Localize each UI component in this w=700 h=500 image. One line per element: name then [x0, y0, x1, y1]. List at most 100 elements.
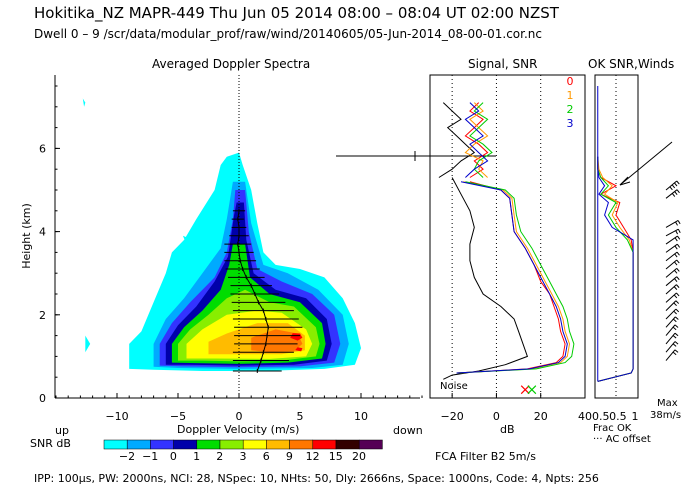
colorbar-tick-label: 9: [286, 450, 293, 463]
wind-barb: [665, 292, 677, 303]
signal-x-tick-label: 0: [493, 410, 500, 423]
ok-winds-title: OK SNR,Winds: [588, 57, 675, 71]
wind-barb-flag: [674, 253, 678, 258]
colorbar-swatch: [266, 439, 290, 450]
colorbar-tick-label: 15: [329, 450, 343, 463]
wind-barb-flag: [673, 294, 678, 299]
frac-ok-series-0: [597, 156, 634, 382]
legend-entry-3: 3: [567, 117, 574, 130]
direction-up-label: up: [55, 424, 69, 437]
wind-barb-flag: [671, 193, 676, 197]
wind-barb-flag: [674, 191, 678, 196]
signal-series-snr_1: [456, 181, 571, 374]
wind-barb-flag: [674, 332, 679, 337]
wind-barb-flag: [674, 269, 678, 274]
ok-x-tick-label: 1: [632, 410, 639, 423]
wind-barb: [665, 180, 678, 191]
wind-barb: [665, 259, 678, 270]
footer-params: IPP: 100µs, PW: 2000ns, NCI: 28, NSpec: …: [34, 472, 599, 485]
header-line-1: Hokitika_NZ MAPR-449 Thu Jun 05 2014 08:…: [34, 4, 559, 22]
wind-barb: [665, 341, 676, 353]
wind-barb-flag: [674, 261, 678, 266]
wind-barb: [665, 220, 679, 228]
spectra-x-label: Doppler Velocity (m/s): [177, 423, 300, 436]
max-speed-label: 38m/s: [650, 410, 682, 421]
wind-barb-flag: [674, 324, 679, 328]
wind-barb-flag: [672, 326, 677, 331]
wind-barb: [665, 251, 678, 262]
legend-entry-1: 1: [567, 89, 574, 102]
wind-barb-flag: [673, 318, 677, 323]
snr-contour-level-9: [290, 333, 303, 341]
ok-x-tick-label: 0.5: [609, 410, 627, 423]
spectra-title: Averaged Doppler Spectra: [152, 57, 311, 71]
wind-barb-flag: [674, 278, 678, 282]
ac-offset-label: ··· AC offset: [593, 434, 651, 445]
colorbar-tick-label: −2: [119, 450, 135, 463]
colorbar-tick-label: 20: [352, 450, 366, 463]
axis-ticks: 0 2 4 6 Height (km) −10 −5 0 5 10: [20, 85, 423, 423]
wind-barb-flag: [674, 245, 678, 250]
upper-signal-trace: [464, 102, 489, 178]
noise-marker: [520, 385, 530, 395]
colorbar-swatch: [103, 439, 128, 450]
wind-barb: [665, 332, 676, 345]
wind-barb: [665, 324, 676, 336]
colorbar-swatch: [150, 439, 174, 450]
wind-barb-flag: [674, 341, 679, 345]
colorbar-tick-label: 2: [216, 450, 223, 463]
axes-frames: [54, 74, 639, 399]
wind-barb-flag: [672, 351, 677, 356]
wind-barb-flag: [674, 237, 678, 242]
wind-barb-flag: [675, 308, 680, 313]
frac-ok-label: Frac OK: [593, 423, 632, 434]
colorbar-tick-label: 0: [170, 450, 177, 463]
wind-barb: [665, 235, 678, 245]
wind-barb-flag: [675, 221, 678, 226]
wind-barb-flag: [676, 276, 680, 281]
colorbar-tick-label: 12: [306, 450, 320, 463]
colorbar-swatch: [289, 439, 314, 450]
colorbar-tick-label: 6: [263, 450, 270, 463]
wind-barb-flag: [676, 180, 680, 185]
wind-barb: [665, 284, 677, 295]
ok-winds-plot: 0.5 0.5 1: [592, 75, 681, 423]
colorbar-tick-label: 1: [193, 450, 200, 463]
spectra-y-tick-label: 2: [39, 309, 46, 322]
wind-barb-flag: [673, 302, 677, 307]
spectra-y-tick-label: 4: [39, 226, 46, 239]
wind-barb: [665, 308, 677, 320]
wind-barb-flag: [671, 184, 676, 189]
legend-entry-2: 2: [567, 103, 574, 116]
signal-series-snr_3: [456, 181, 568, 374]
wind-barb: [665, 228, 679, 237]
wind-barb: [665, 276, 678, 287]
wind-barb-flag: [676, 251, 680, 256]
signal-x-tick-label: 40: [578, 410, 592, 423]
frac-ok-series-2: [597, 156, 634, 382]
signal-frame: [429, 74, 586, 399]
spectra-heatmap: [82, 75, 496, 398]
wind-barb-flag: [675, 300, 680, 304]
max-wind-arrow: [619, 141, 673, 186]
wind-barb-flag: [676, 292, 680, 297]
max-wind-arrowhead: [619, 176, 631, 186]
wind-barb-flag: [669, 186, 673, 191]
colorbar-swatch: [335, 439, 360, 450]
wind-barb-flag: [676, 284, 680, 288]
spectra-x-tick-label: 10: [354, 410, 368, 423]
colorbar-swatch: [196, 439, 221, 450]
wind-barb: [665, 316, 676, 328]
wind-barb: [665, 349, 676, 361]
frac-ok-series-1: [597, 156, 634, 382]
wind-barb-flag: [677, 220, 681, 225]
ok-x-tick-label: 0.5: [592, 410, 610, 423]
colorbar-swatch: [312, 439, 337, 450]
wind-barb-flag: [672, 335, 677, 339]
wind-barb: [665, 189, 678, 199]
wind-barb-flag: [674, 349, 679, 353]
wind-barb-flag: [677, 235, 681, 240]
spectra-y-label: Height (km): [20, 203, 33, 269]
